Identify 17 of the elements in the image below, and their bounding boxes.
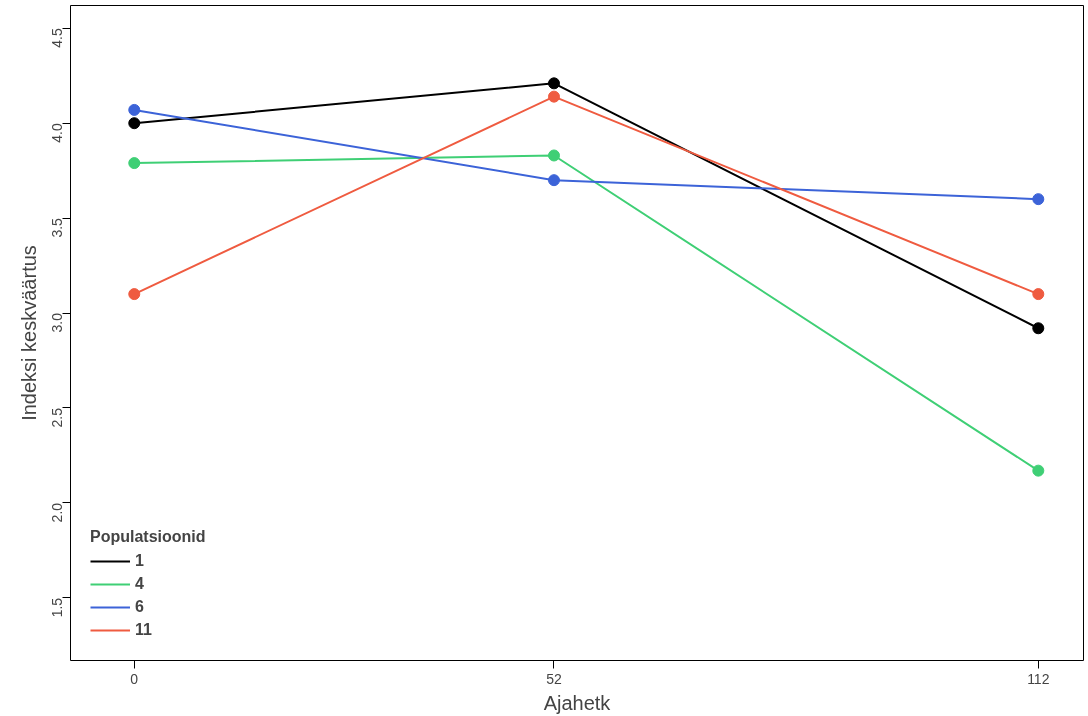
- legend-label: 4: [135, 575, 145, 593]
- y-tick-label: 4.5: [49, 28, 66, 48]
- x-tick-label: 0: [130, 670, 139, 687]
- legend-title: Populatsioonid: [90, 528, 206, 546]
- x-axis-title: Ajahetk: [543, 691, 612, 714]
- legend-label: 6: [135, 598, 145, 616]
- y-tick-label: 2.0: [49, 502, 66, 523]
- y-tick-label: 4.0: [49, 123, 66, 143]
- legend-label: 11: [135, 621, 153, 639]
- y-tick-label: 1.5: [49, 597, 66, 618]
- y-tick-label: 3.0: [49, 312, 66, 333]
- y-axis-title: Indeksi keskväärtus: [17, 245, 40, 421]
- y-tick-label: 3.5: [49, 217, 66, 238]
- legend-label: 1: [135, 552, 145, 570]
- y-tick-label: 2.5: [49, 407, 66, 428]
- x-tick-label: 52: [546, 670, 562, 687]
- x-tick-label: 112: [1027, 670, 1050, 687]
